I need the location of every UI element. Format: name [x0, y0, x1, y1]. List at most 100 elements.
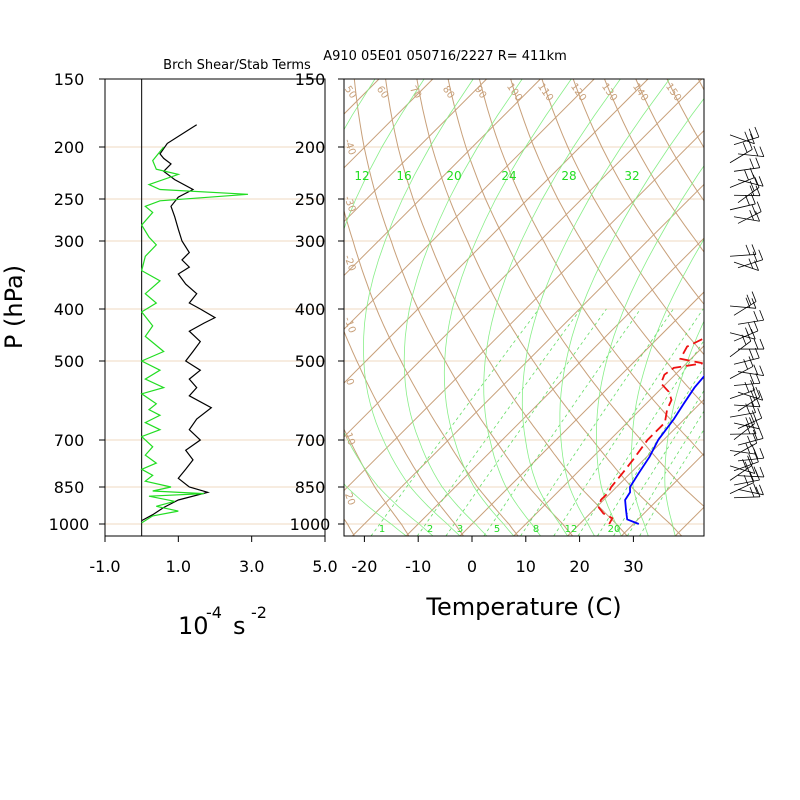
- skew-y-tick-label: 300: [295, 232, 326, 251]
- wind-barb: [729, 330, 752, 358]
- left-y-tick-label: 700: [54, 431, 85, 450]
- temperature-profile: [624, 374, 704, 525]
- wind-barb: [729, 167, 755, 188]
- mixing-ratio-line: [613, 389, 704, 536]
- wind-barb: [729, 380, 755, 400]
- isotherm-label: 0: [343, 377, 356, 387]
- units-exp1: -4: [206, 603, 222, 622]
- wind-barb: [737, 249, 764, 269]
- isotherm-label: 10: [342, 431, 357, 447]
- left-y-tick-label: 850: [54, 478, 85, 497]
- isotherm: [0, 79, 271, 536]
- wind-barb: [733, 258, 759, 271]
- moist-adiabat: [664, 320, 704, 536]
- skew-y-tick-label: 250: [295, 190, 326, 209]
- moist-adiabat: [559, 97, 704, 536]
- wind-barb: [733, 126, 760, 146]
- skew-x-tick-label: 0: [467, 557, 477, 576]
- moist-adiabat: [403, 79, 523, 536]
- isotherm: [621, 452, 704, 536]
- dry-adiabat: [792, 79, 800, 536]
- x-axis-units: 10 -4 s -2: [178, 603, 267, 640]
- wind-barb: [737, 386, 761, 412]
- x-axis-title: Temperature (C): [425, 593, 621, 621]
- wind-barb: [737, 177, 760, 203]
- left-x-tick-label: 5.0: [312, 557, 337, 576]
- mixing-ratio-line: [577, 339, 704, 536]
- isotherm: [344, 79, 649, 384]
- wind-barb: [737, 174, 764, 187]
- left-x-tick-label: 1.0: [166, 557, 191, 576]
- dry-adiabat: [353, 79, 573, 536]
- mixing-ratio-line: [626, 410, 704, 536]
- mixing-ratio-line: [520, 308, 674, 536]
- theta-label: 80: [440, 84, 456, 101]
- dry-adiabat: [447, 79, 704, 508]
- wind-barb: [729, 443, 757, 455]
- moist-adiabat: [483, 79, 621, 536]
- wind-barb: [733, 432, 758, 457]
- skew-y-tick-label: 700: [295, 431, 326, 450]
- wind-barb: [733, 291, 757, 316]
- theta-label: 120: [568, 82, 588, 104]
- mixing-ratio-line: [639, 428, 704, 536]
- left-y-tick-label: 200: [54, 138, 85, 157]
- skew-t-frame: [343, 78, 705, 537]
- isotherm: [344, 129, 704, 492]
- moist-adiabat: [344, 79, 434, 536]
- wind-barb: [733, 413, 755, 440]
- mixing-ratio-label-bottom: 5: [494, 524, 500, 535]
- units-s: s: [233, 612, 246, 640]
- dry-adiabat: [416, 79, 683, 536]
- dry-adiabat: [572, 79, 704, 306]
- theta-label: 90: [472, 84, 488, 101]
- wind-barb: [737, 407, 763, 430]
- mixing-ratio-label-bottom: 1: [379, 524, 385, 535]
- mixing-ratio-line: [553, 308, 704, 536]
- dry-adiabat: [761, 79, 800, 536]
- mixing-ratio-line: [370, 308, 540, 536]
- wind-barb: [729, 402, 756, 418]
- skew-x-tick-label: 20: [569, 557, 589, 576]
- left-x-tick-label: 3.0: [239, 557, 264, 576]
- isotherm: [729, 79, 800, 536]
- dry-adiabat: [344, 209, 519, 536]
- dry-adiabat: [160, 79, 246, 536]
- moist-adiabat: [344, 79, 407, 536]
- mixing-ratio-line: [416, 308, 581, 536]
- skew-y-tick-label: 200: [295, 138, 326, 157]
- mixing-ratio-label-bottom: 2: [427, 524, 433, 535]
- skew-t-panel: A910 05E01 050716/2227 R= 411km 15020025…: [0, 49, 800, 621]
- isotherm: [344, 79, 703, 438]
- skew-y-tick-label: 150: [295, 70, 326, 89]
- isotherm: [344, 79, 434, 169]
- theta-label: 110: [535, 82, 555, 104]
- mixing-ratio-label: 24: [501, 169, 516, 183]
- isotherm: [459, 291, 704, 536]
- isotherm-label: -10: [341, 316, 357, 335]
- wind-barb: [729, 297, 757, 309]
- wind-barb: [729, 139, 753, 164]
- left-y-tick-label: 250: [54, 190, 85, 209]
- isotherm: [513, 345, 704, 536]
- mixing-ratio-label-bottom: 8: [533, 524, 539, 535]
- mixing-ratio-line: [597, 366, 704, 536]
- wind-barb: [737, 310, 765, 325]
- moist-adiabat: [596, 165, 704, 536]
- isotherm-label: -40: [341, 138, 357, 157]
- mixing-ratio-label: 32: [624, 169, 639, 183]
- moist-adiabat: [630, 238, 704, 536]
- dry-adiabat: [344, 518, 355, 536]
- left-y-tick-label: 400: [54, 300, 85, 319]
- isotherm: [344, 79, 487, 223]
- left-panel-title: Brch Shear/Stab Terms: [163, 58, 311, 73]
- dry-adiabat: [604, 79, 704, 253]
- skew-y-tick-label: 1000: [290, 515, 331, 534]
- wind-barb: [737, 364, 765, 377]
- mixing-ratio-label: 20: [446, 169, 461, 183]
- wind-barb: [729, 244, 757, 257]
- dry-adiabat: [510, 79, 704, 406]
- wind-barb: [733, 157, 761, 172]
